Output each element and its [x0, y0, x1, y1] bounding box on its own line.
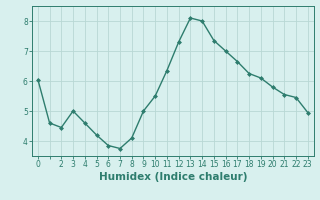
X-axis label: Humidex (Indice chaleur): Humidex (Indice chaleur) — [99, 172, 247, 182]
